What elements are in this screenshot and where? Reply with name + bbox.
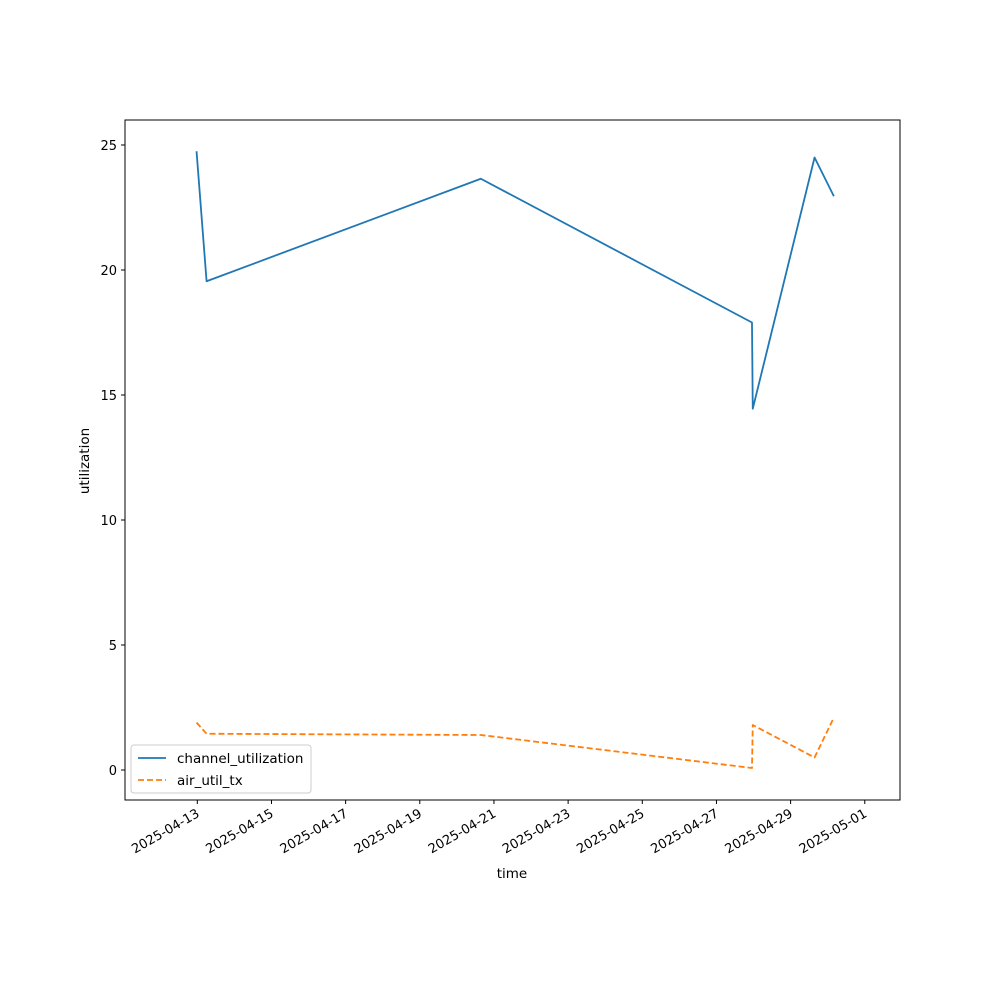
x-tick-label: 2025-04-15: [204, 806, 277, 857]
legend-label-air-util-tx: air_util_tx: [177, 773, 243, 789]
x-tick-label: 2025-04-19: [352, 806, 425, 857]
series-line-channel-utilization: [195, 151, 835, 410]
legend: channel_utilization air_util_tx: [130, 744, 312, 794]
x-tick-label: 2025-04-25: [574, 806, 647, 857]
y-tick-label: 25: [100, 139, 117, 154]
plot-area: [125, 120, 900, 800]
x-tick-label: 2025-05-01: [797, 806, 870, 857]
series-layer: [195, 151, 835, 769]
y-tick-label: 20: [100, 264, 117, 279]
y-axis-label: utilization: [77, 428, 93, 494]
y-tick-label: 15: [100, 389, 117, 404]
series-line-air-util-tx: [195, 717, 835, 769]
y-tick-label: 10: [100, 514, 117, 529]
legend-label-channel-utilization: channel_utilization: [177, 751, 304, 767]
y-tick-label: 5: [109, 639, 117, 654]
x-tick-label: 2025-04-23: [500, 806, 573, 857]
x-axis-ticks: 2025-04-13 2025-04-15 2025-04-17 2025-04-19…: [129, 800, 870, 857]
x-tick-label: 2025-04-27: [649, 806, 722, 857]
x-tick-label: 2025-04-29: [723, 806, 796, 857]
y-tick-label: 0: [109, 764, 117, 779]
x-tick-label: 2025-04-13: [129, 806, 202, 857]
legend-box: [130, 744, 312, 794]
x-tick-label: 2025-04-17: [278, 806, 351, 857]
y-axis-ticks: 0 5 10 15 20 25: [100, 139, 125, 779]
plot-frame: [124, 119, 901, 801]
x-tick-label: 2025-04-21: [426, 806, 499, 857]
x-axis-label: time: [497, 866, 528, 882]
